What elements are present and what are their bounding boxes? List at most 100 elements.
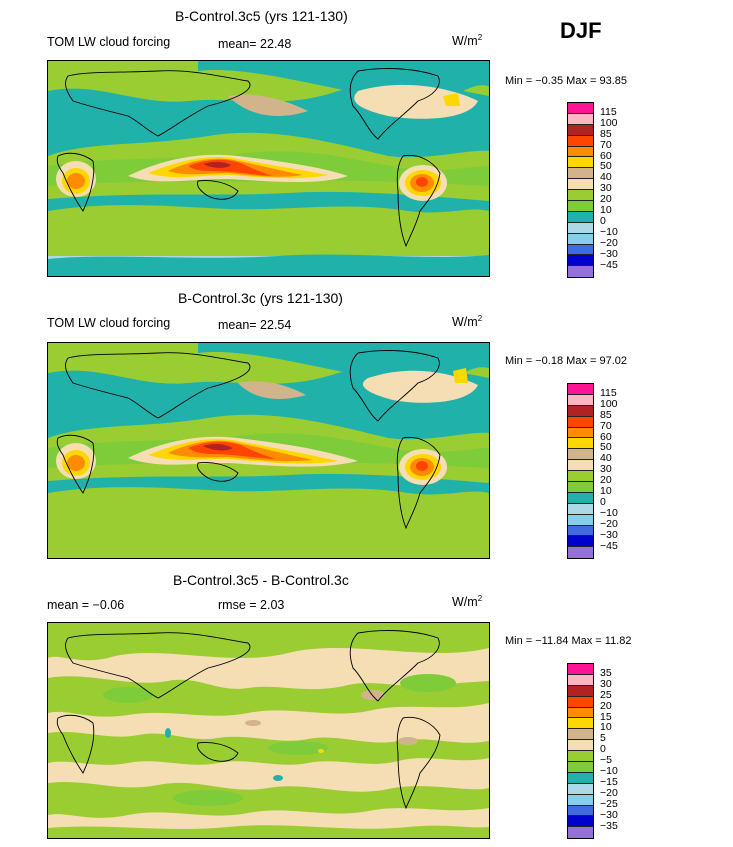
colorbar-level-label: 25: [600, 688, 612, 701]
colorbar-swatch: [568, 718, 593, 730]
panel-3-mean: mean = −0.06: [47, 598, 125, 612]
panel-2-minmax: Min = −0.18 Max = 97.02: [505, 355, 627, 367]
panel-1-units: W/m2: [452, 33, 483, 49]
colorbar-level-label: 20: [600, 193, 612, 206]
colorbar-level-label: 10: [600, 721, 612, 734]
colorbar-level-label: 20: [600, 474, 612, 487]
colorbar-swatch: [568, 740, 593, 752]
colorbar-level-label: 50: [600, 441, 612, 454]
colorbar-level-label: 10: [600, 485, 612, 497]
colorbar-swatch: [568, 222, 593, 234]
colorbar-level-label: 20: [600, 699, 612, 712]
colorbar-level-label: 100: [600, 397, 618, 410]
colorbar-swatch: [568, 547, 593, 559]
colorbar-level-label: 70: [600, 419, 612, 432]
colorbar-swatch: [568, 805, 593, 817]
colorbar-level-label: −20: [600, 236, 618, 249]
colorbar-swatch: [568, 536, 593, 548]
colorbar-swatch: [568, 124, 593, 136]
colorbar-swatch: [568, 113, 593, 125]
colorbar-swatch: [568, 460, 593, 472]
colorbar-level-label: 60: [600, 430, 612, 443]
colorbar-level-label: 40: [600, 452, 612, 465]
colorbar-swatch: [568, 157, 593, 169]
colorbar-level-label: 0: [600, 743, 606, 756]
panel-1-map: [47, 60, 490, 277]
colorbar-swatch: [568, 146, 593, 158]
panel-3-units: W/m2: [452, 594, 483, 610]
colorbar-swatch: [568, 405, 593, 417]
colorbar-level-label: 30: [600, 677, 612, 690]
colorbar-level-label: 30: [600, 463, 612, 476]
colorbar-swatch: [568, 492, 593, 504]
colorbar-swatch: [568, 449, 593, 461]
colorbar-swatch: [568, 384, 593, 395]
panel-1-variable: TOM LW cloud forcing: [47, 35, 171, 49]
panel-3-title: B-Control.3c5 - B-Control.3c: [173, 572, 349, 588]
colorbar-level-label: 60: [600, 149, 612, 162]
colorbar-swatch: [568, 772, 593, 784]
colorbar-level-label: −25: [600, 797, 618, 810]
colorbar-level-label: −10: [600, 506, 618, 519]
panel-2-colorbar: [567, 383, 594, 560]
panel-1-mean: mean= 22.48: [218, 37, 292, 51]
colorbar-swatch: [568, 707, 593, 719]
colorbar-level-label: 10: [600, 204, 612, 216]
colorbar-swatch: [568, 179, 593, 191]
panel-1-colorbar: [567, 102, 594, 279]
season-label: DJF: [560, 18, 602, 43]
panel-2-map: [47, 342, 490, 559]
colorbar-level-label: 85: [600, 127, 612, 140]
panel-1-title: B-Control.3c5 (yrs 121-130): [175, 8, 348, 24]
panel-3-rmse: rmse = 2.03: [218, 598, 285, 612]
colorbar-level-label: −15: [600, 775, 618, 788]
panel-2-variable: TOM LW cloud forcing: [47, 316, 171, 330]
colorbar-level-label: −30: [600, 808, 618, 821]
colorbar-level-label: 85: [600, 408, 612, 421]
colorbar-swatch: [568, 794, 593, 806]
colorbar-swatch: [568, 685, 593, 697]
colorbar-level-label: 70: [600, 138, 612, 151]
colorbar-swatch: [568, 674, 593, 686]
colorbar-level-label: −20: [600, 786, 618, 799]
colorbar-swatch: [568, 482, 593, 493]
colorbar-swatch: [568, 729, 593, 741]
colorbar-swatch: [568, 266, 593, 278]
colorbar-level-label: −45: [600, 258, 618, 271]
colorbar-level-label: 50: [600, 160, 612, 173]
colorbar-level-label: −30: [600, 247, 618, 260]
panel-2-mean: mean= 22.54: [218, 318, 292, 332]
colorbar-level-label: 100: [600, 116, 618, 129]
colorbar-swatch: [568, 827, 593, 839]
colorbar-level-label: 115: [600, 386, 617, 399]
colorbar-level-label: −45: [600, 539, 618, 552]
colorbar-level-label: −10: [600, 225, 618, 238]
colorbar-swatch: [568, 762, 593, 773]
colorbar-level-label: −35: [600, 819, 618, 832]
colorbar-swatch: [568, 211, 593, 223]
colorbar-level-label: 0: [600, 214, 606, 227]
colorbar-swatch: [568, 696, 593, 708]
colorbar-level-label: 0: [600, 495, 606, 508]
panel-1-minmax: Min = −0.35 Max = 93.85: [505, 75, 627, 87]
colorbar-level-label: 30: [600, 182, 612, 195]
colorbar-swatch: [568, 751, 593, 763]
colorbar-level-label: −20: [600, 517, 618, 530]
colorbar-level-label: 15: [600, 710, 612, 723]
colorbar-swatch: [568, 201, 593, 212]
colorbar-level-label: 5: [600, 732, 606, 745]
colorbar-swatch: [568, 168, 593, 180]
colorbar-swatch: [568, 190, 593, 202]
colorbar-swatch: [568, 471, 593, 483]
colorbar-swatch: [568, 416, 593, 428]
colorbar-level-label: 115: [600, 105, 617, 118]
colorbar-swatch: [568, 244, 593, 256]
colorbar-swatch: [568, 233, 593, 245]
colorbar-level-label: −5: [600, 754, 612, 767]
panel-2-units: W/m2: [452, 314, 483, 330]
panel-3-minmax: Min = −11.84 Max = 11.82: [505, 635, 632, 647]
colorbar-swatch: [568, 514, 593, 526]
colorbar-level-label: 40: [600, 171, 612, 184]
panel-2-title: B-Control.3c (yrs 121-130): [178, 290, 343, 306]
panel-3-map: [47, 622, 490, 839]
